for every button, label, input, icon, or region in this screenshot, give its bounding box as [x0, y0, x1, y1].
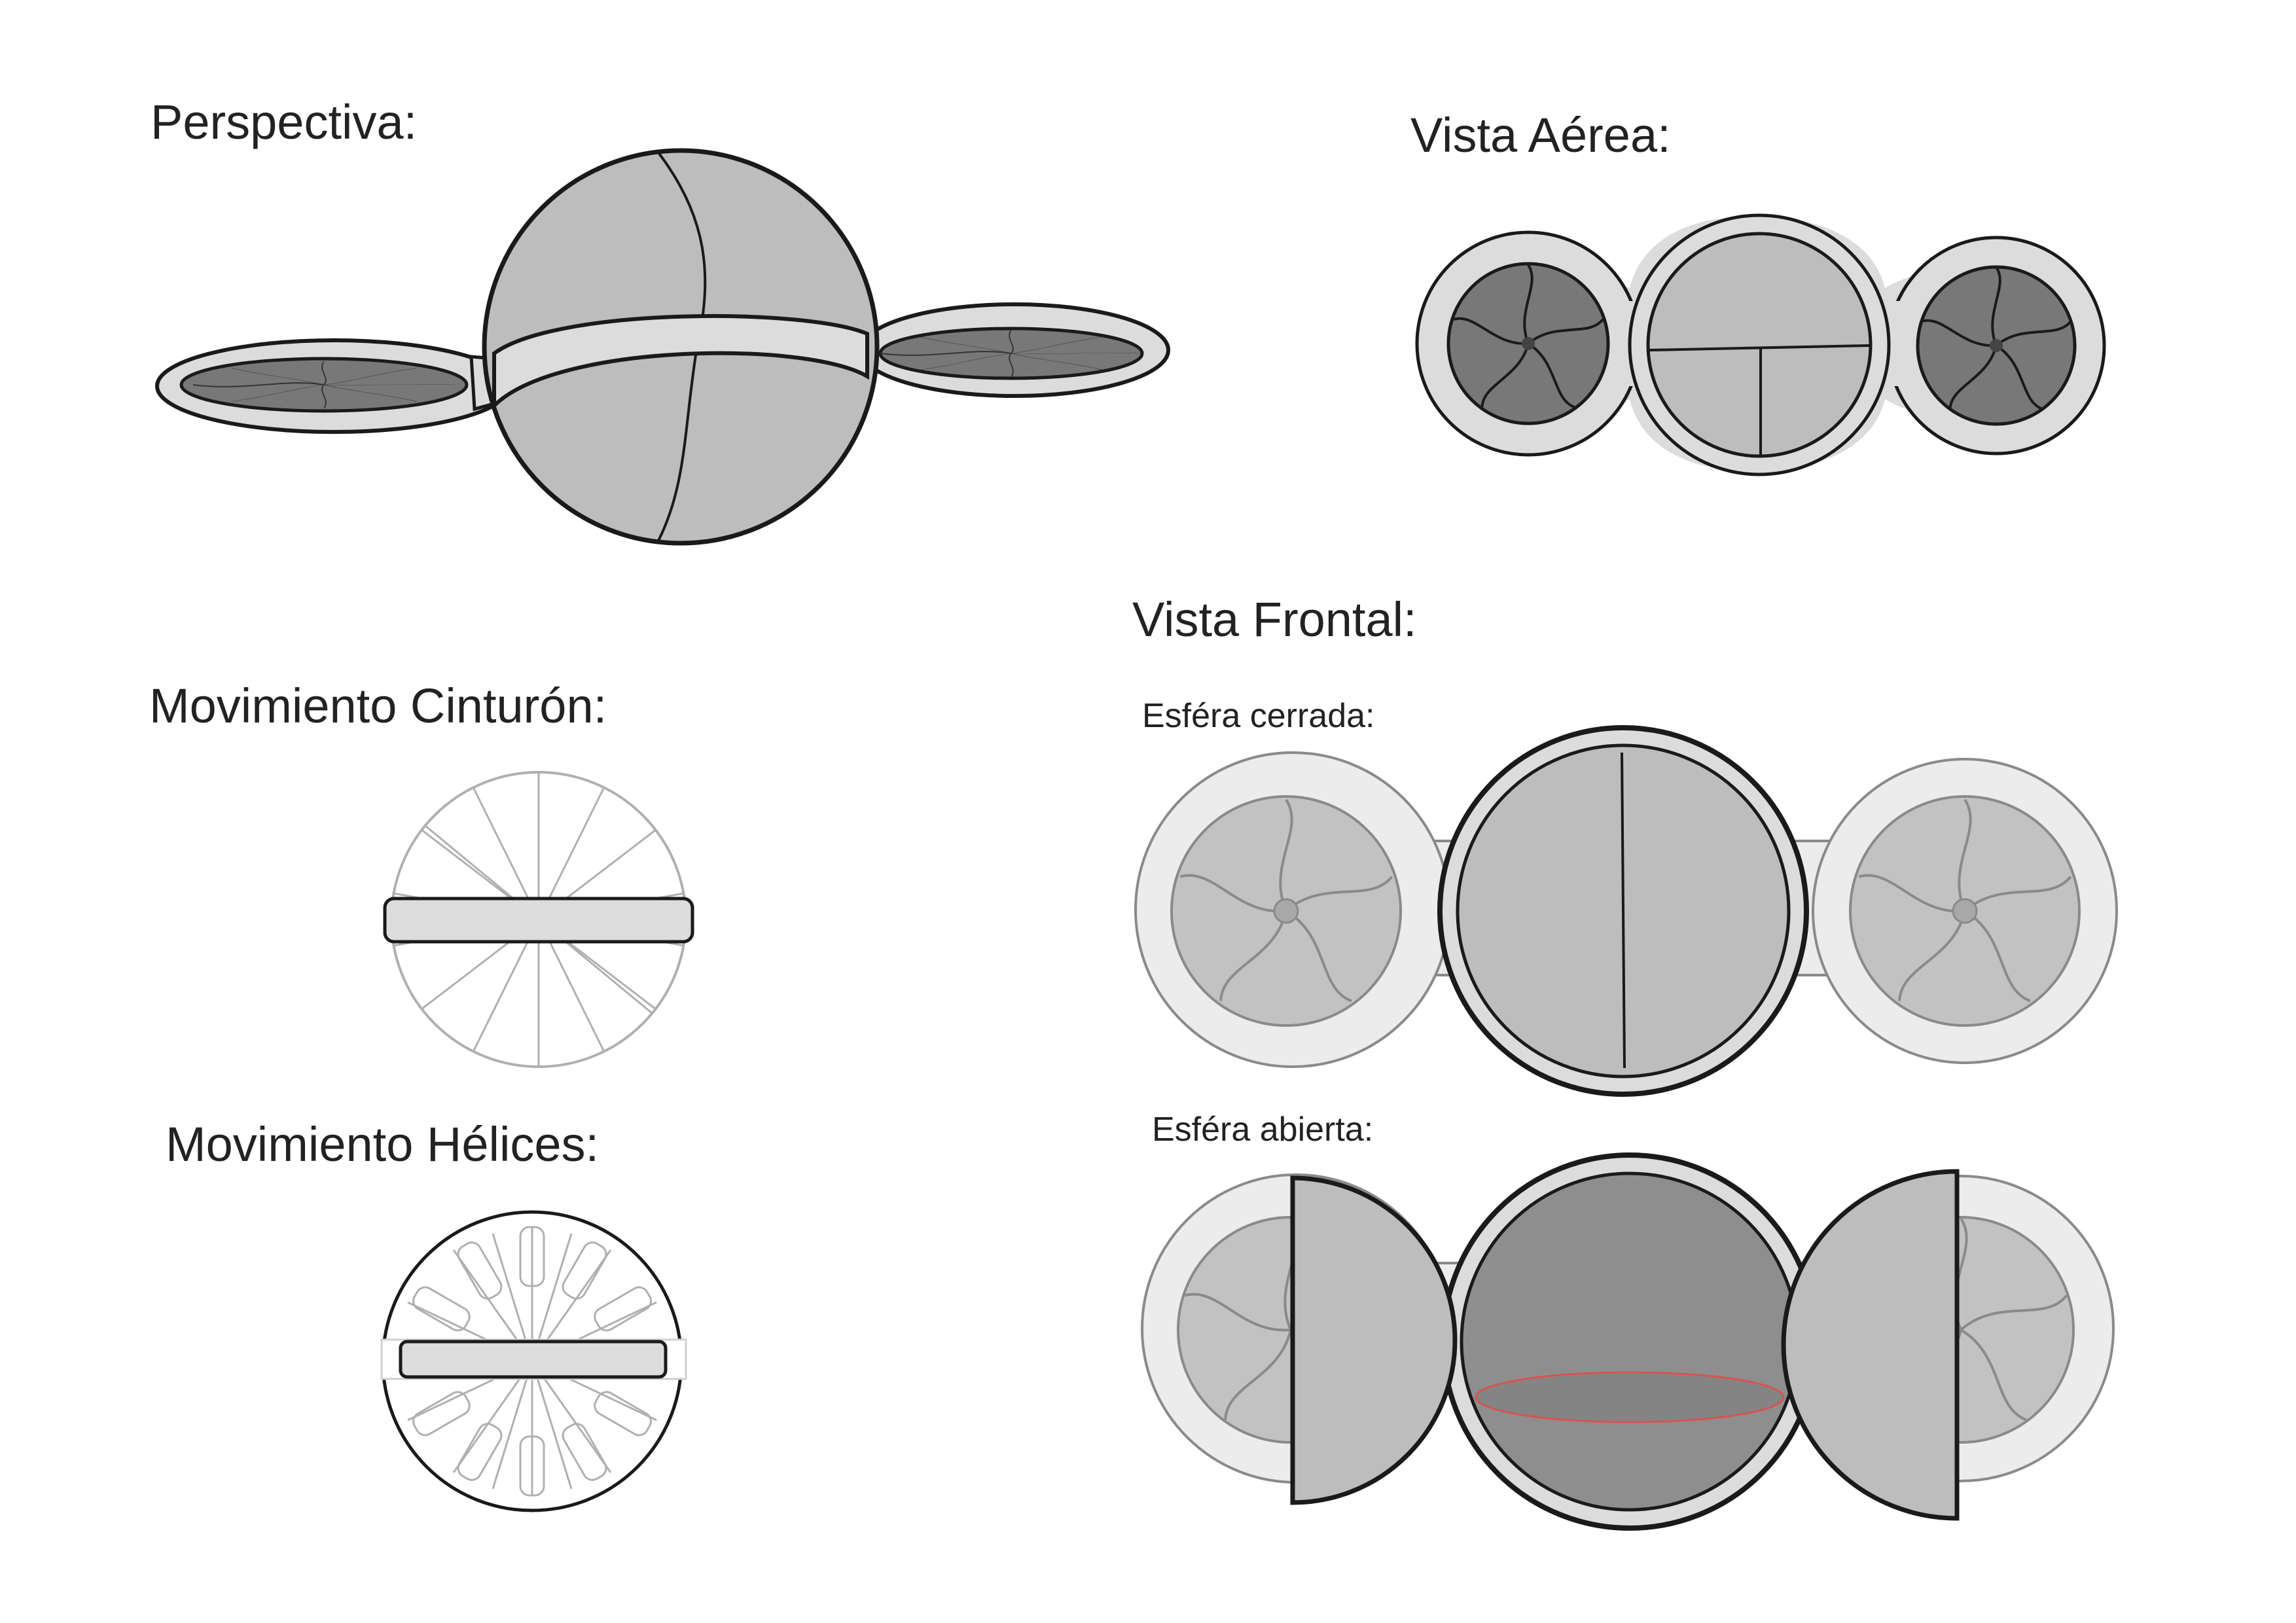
vista-aerea-title: Vista Aérea: — [1410, 108, 1671, 162]
belt-icon — [383, 897, 694, 944]
belt-movement-view — [383, 771, 694, 1068]
perspective-view — [155, 148, 1170, 546]
propeller-movement-view — [380, 1210, 687, 1512]
belt-icon — [492, 313, 869, 411]
movimiento-cinturon-title: Movimiento Cinturón: — [149, 679, 607, 733]
esfera-abierta-subtitle: Esféra abierta: — [1152, 1111, 1374, 1149]
movimiento-helices-title: Movimiento Hélices: — [166, 1117, 600, 1171]
open-sphere-view — [1141, 1152, 2115, 1531]
aerial-view — [1415, 213, 2106, 476]
closed-sphere-view — [1134, 725, 2118, 1097]
esfera-cerrada-subtitle: Esféra cerrada: — [1142, 697, 1375, 735]
perspectiva-title: Perspectiva: — [151, 95, 418, 149]
vista-frontal-title: Vista Frontal: — [1132, 592, 1417, 647]
belt-icon — [399, 1340, 668, 1379]
